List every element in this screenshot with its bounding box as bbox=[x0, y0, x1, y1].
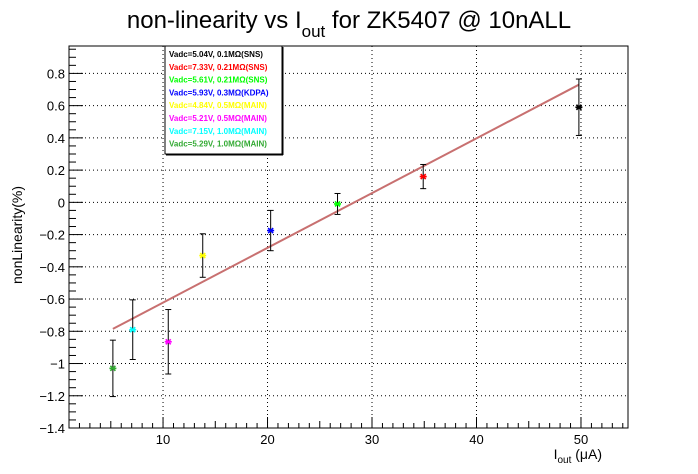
legend-entry: Vadc=5.29V, 1.0MΩ(MAIN) bbox=[169, 140, 267, 149]
axis-ticks: 10 20 30 40 50 −1.4 −1.2 −1 −0.8 −0.6 −0.4 −0.2 0 0.2… bbox=[39, 48, 624, 447]
title-rest: for ZK5407 @ 10nALL bbox=[325, 7, 571, 34]
title-subscript: out bbox=[302, 22, 326, 41]
y-tick-label: 0.8 bbox=[47, 66, 65, 81]
y-tick-label: −1.2 bbox=[39, 389, 65, 404]
x-tick-label: 30 bbox=[365, 432, 379, 447]
legend: Vadc=5.04V, 0.1MΩ(SNS) Vadc=7.33V, 0.21MΩ… bbox=[164, 45, 284, 156]
legend-box bbox=[164, 45, 283, 155]
x-axis-label: Iout (μA) bbox=[554, 446, 602, 466]
data-point bbox=[164, 309, 172, 375]
data-point bbox=[129, 299, 137, 360]
data-point bbox=[267, 209, 275, 252]
y-tick-label: −1 bbox=[50, 357, 65, 372]
x-tick-label: 20 bbox=[260, 432, 274, 447]
fit-line bbox=[112, 83, 580, 330]
y-tick-label: −0.4 bbox=[39, 260, 65, 275]
y-tick-label: −0.8 bbox=[39, 324, 65, 339]
y-tick-label: −0.2 bbox=[39, 228, 65, 243]
y-tick-label: 0.4 bbox=[47, 131, 65, 146]
y-axis-label: nonLinearity(%) bbox=[9, 186, 25, 284]
title-main: non-linearity vs I bbox=[127, 7, 302, 34]
legend-entry: Vadc=5.21V, 0.5MΩ(MAIN) bbox=[169, 114, 267, 123]
y-tick-label: −0.6 bbox=[39, 292, 65, 307]
data-point bbox=[419, 163, 427, 190]
x-tick-label: 10 bbox=[156, 432, 170, 447]
x-tick-label: 50 bbox=[574, 432, 588, 447]
fit-line-layer bbox=[112, 83, 580, 330]
data-points bbox=[109, 78, 583, 398]
data-point bbox=[109, 339, 117, 398]
y-tick-label: 0.6 bbox=[47, 99, 65, 114]
legend-entry: Vadc=4.84V, 0.5MΩ(MAIN) bbox=[169, 101, 267, 110]
xlabel-rest: (μA) bbox=[571, 446, 602, 462]
y-tick-label: −1.4 bbox=[39, 421, 65, 436]
xlabel-subscript: out bbox=[557, 455, 571, 466]
data-point bbox=[199, 233, 207, 278]
legend-entry: Vadc=5.93V, 0.3MΩ(KDPA) bbox=[169, 88, 269, 97]
plot-frame bbox=[68, 45, 629, 429]
chart-title: non-linearity vs Iout for ZK5407 @ 10nAL… bbox=[127, 7, 571, 41]
data-point bbox=[334, 192, 342, 215]
legend-entry: Vadc=7.15V, 1.0MΩ(MAIN) bbox=[169, 127, 267, 136]
y-tick-label: 0 bbox=[58, 195, 65, 210]
legend-entry: Vadc=7.33V, 0.21MΩ(SNS) bbox=[169, 63, 268, 72]
legend-entry: Vadc=5.61V, 0.21MΩ(SNS) bbox=[169, 76, 268, 85]
data-point bbox=[575, 78, 583, 136]
y-tick-label: 0.2 bbox=[47, 163, 65, 178]
legend-entry: Vadc=5.04V, 0.1MΩ(SNS) bbox=[169, 50, 263, 59]
x-tick-label: 40 bbox=[469, 432, 483, 447]
xlabel-main: I bbox=[554, 446, 558, 462]
